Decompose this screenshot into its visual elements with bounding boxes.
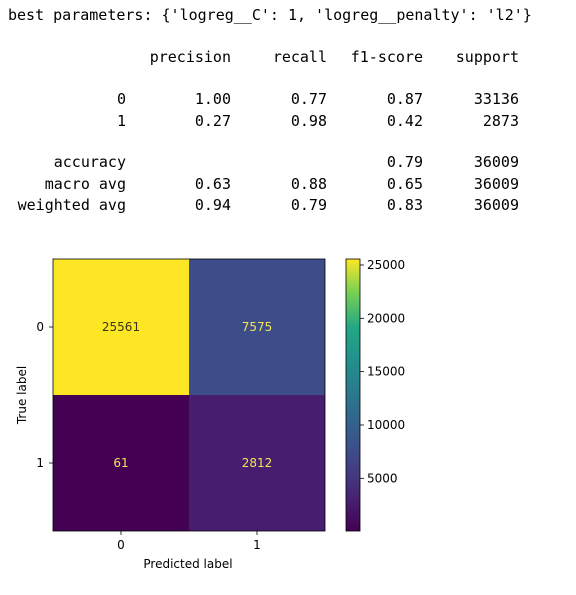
weighted-avg-recall: 0.79 bbox=[290, 196, 327, 214]
colorbar-tick-label-3: 20000 bbox=[367, 311, 405, 325]
row-label-1: 1 bbox=[116, 112, 126, 130]
cm-cell-1-0 bbox=[53, 395, 189, 531]
cm-cell-0-1 bbox=[189, 259, 325, 395]
row1-precision: 0.27 bbox=[194, 112, 231, 130]
row0-recall: 0.77 bbox=[290, 90, 327, 108]
row0-support: 33136 bbox=[473, 90, 519, 108]
cm-value-0-1: 7575 bbox=[242, 320, 273, 334]
x-tick-label-0: 0 bbox=[117, 538, 125, 552]
cm-value-1-1: 2812 bbox=[242, 456, 273, 470]
header-recall: recall bbox=[272, 48, 327, 66]
y-axis-label: True label bbox=[15, 366, 29, 425]
cm-cell-1-1 bbox=[189, 395, 325, 531]
colorbar-tick-label-2: 15000 bbox=[367, 365, 405, 379]
colorbar-tick-label-0: 5000 bbox=[367, 471, 398, 485]
row1-recall: 0.98 bbox=[290, 112, 327, 130]
row1-f1: 0.42 bbox=[386, 112, 423, 130]
macro-avg-recall: 0.88 bbox=[290, 175, 327, 193]
row0-precision: 1.00 bbox=[194, 90, 231, 108]
row0-f1: 0.87 bbox=[386, 90, 423, 108]
cm-value-1-0: 61 bbox=[113, 456, 128, 470]
macro-avg-label: macro avg bbox=[44, 175, 126, 193]
x-axis-label: Predicted label bbox=[143, 557, 232, 571]
cm-cell-0-0 bbox=[53, 259, 189, 395]
row1-support: 2873 bbox=[482, 112, 519, 130]
macro-avg-f1: 0.65 bbox=[386, 175, 423, 193]
accuracy-label: accuracy bbox=[53, 153, 126, 171]
y-tick-label-1: 1 bbox=[36, 456, 44, 470]
weighted-avg-support: 36009 bbox=[473, 196, 519, 214]
header-support: support bbox=[455, 48, 519, 66]
weighted-avg-label: weighted avg bbox=[17, 196, 126, 214]
macro-avg-support: 36009 bbox=[473, 175, 519, 193]
best-parameters-line: best parameters: {'logreg__C': 1, 'logre… bbox=[8, 6, 532, 24]
cm-frame bbox=[52, 258, 326, 532]
y-tick-label-0: 0 bbox=[36, 320, 44, 334]
colorbar-tick-label-1: 10000 bbox=[367, 418, 405, 432]
header-f1-score: f1-score bbox=[350, 48, 423, 66]
accuracy-f1: 0.79 bbox=[386, 153, 423, 171]
x-tick-label-1: 1 bbox=[253, 538, 261, 552]
colorbar-tick-label-4: 25000 bbox=[367, 258, 405, 272]
colorbar bbox=[345, 258, 361, 532]
row-label-0: 0 bbox=[116, 90, 126, 108]
accuracy-support: 36009 bbox=[473, 153, 519, 171]
cm-value-0-0: 25561 bbox=[102, 320, 140, 334]
weighted-avg-precision: 0.94 bbox=[194, 196, 231, 214]
macro-avg-precision: 0.63 bbox=[194, 175, 231, 193]
weighted-avg-f1: 0.83 bbox=[386, 196, 423, 214]
header-precision: precision bbox=[149, 48, 231, 66]
